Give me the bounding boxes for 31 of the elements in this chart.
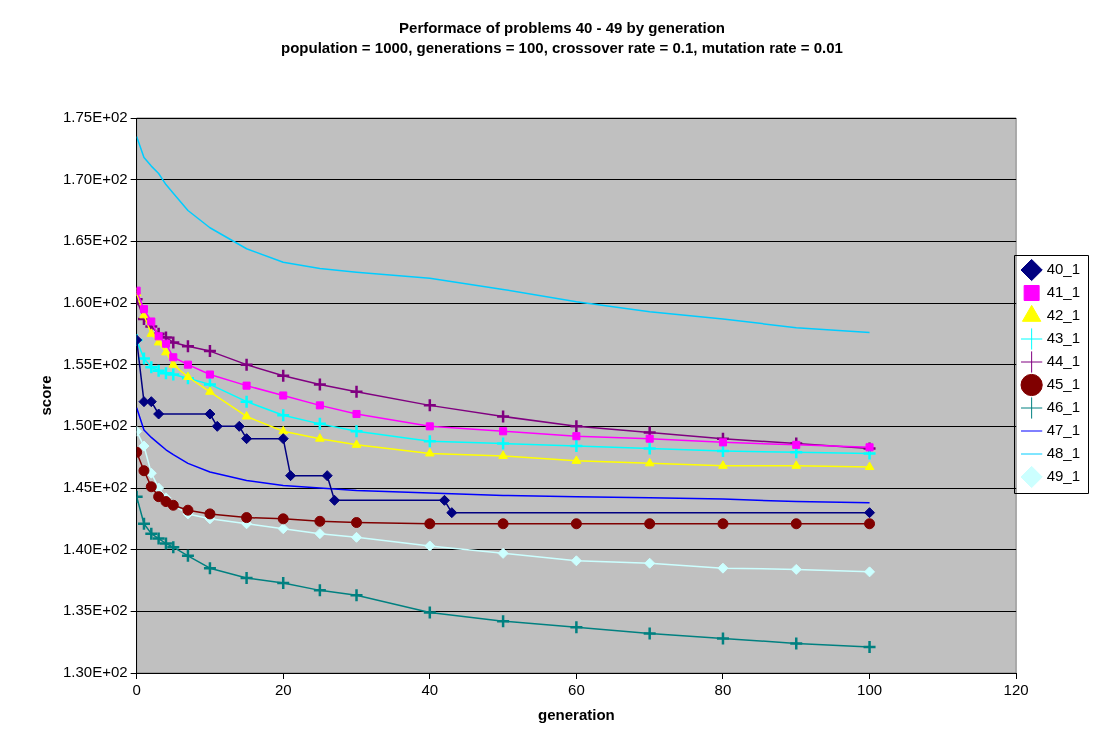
x-axis-title: generation	[538, 706, 615, 724]
y-tick-label: 1.35E+02	[62, 601, 128, 619]
legend-label: 42_1	[1046, 306, 1081, 324]
legend-label: 46_1	[1046, 398, 1081, 416]
legend-label: 41_1	[1046, 283, 1081, 301]
y-tick-label: 1.60E+02	[62, 293, 128, 311]
x-tick-label: 100	[857, 681, 883, 699]
legend-label: 45_1	[1046, 375, 1081, 393]
legend-label: 44_1	[1046, 352, 1081, 370]
x-tick-label: 0	[132, 681, 141, 699]
y-tick-label: 1.30E+02	[62, 663, 128, 681]
chart-title: Performace of problems 40 - 49 by generation	[399, 19, 725, 37]
legend-label: 40_1	[1046, 260, 1081, 278]
x-tick-label: 20	[274, 681, 292, 699]
legend-label: 48_1	[1046, 444, 1081, 462]
legend-label: 47_1	[1046, 421, 1081, 439]
legend-label: 43_1	[1046, 329, 1081, 347]
chart-subtitle: population = 1000, generations = 100, crossover rate = 0.1, mutation rate = 0.01	[281, 39, 843, 57]
y-tick-label: 1.65E+02	[62, 231, 128, 249]
x-tick-label: 40	[421, 681, 439, 699]
y-tick-label: 1.70E+02	[62, 169, 128, 187]
x-tick-label: 80	[714, 681, 732, 699]
x-tick-label: 120	[1003, 681, 1029, 699]
y-axis-title: score	[37, 375, 55, 416]
y-tick-label: 1.40E+02	[62, 539, 128, 557]
y-tick-label: 1.75E+02	[62, 108, 128, 126]
y-tick-label: 1.50E+02	[62, 416, 128, 434]
y-tick-label: 1.45E+02	[62, 478, 128, 496]
x-tick-label: 60	[568, 681, 585, 699]
legend-label: 49_1	[1046, 467, 1081, 485]
y-tick-label: 1.55E+02	[62, 354, 128, 372]
